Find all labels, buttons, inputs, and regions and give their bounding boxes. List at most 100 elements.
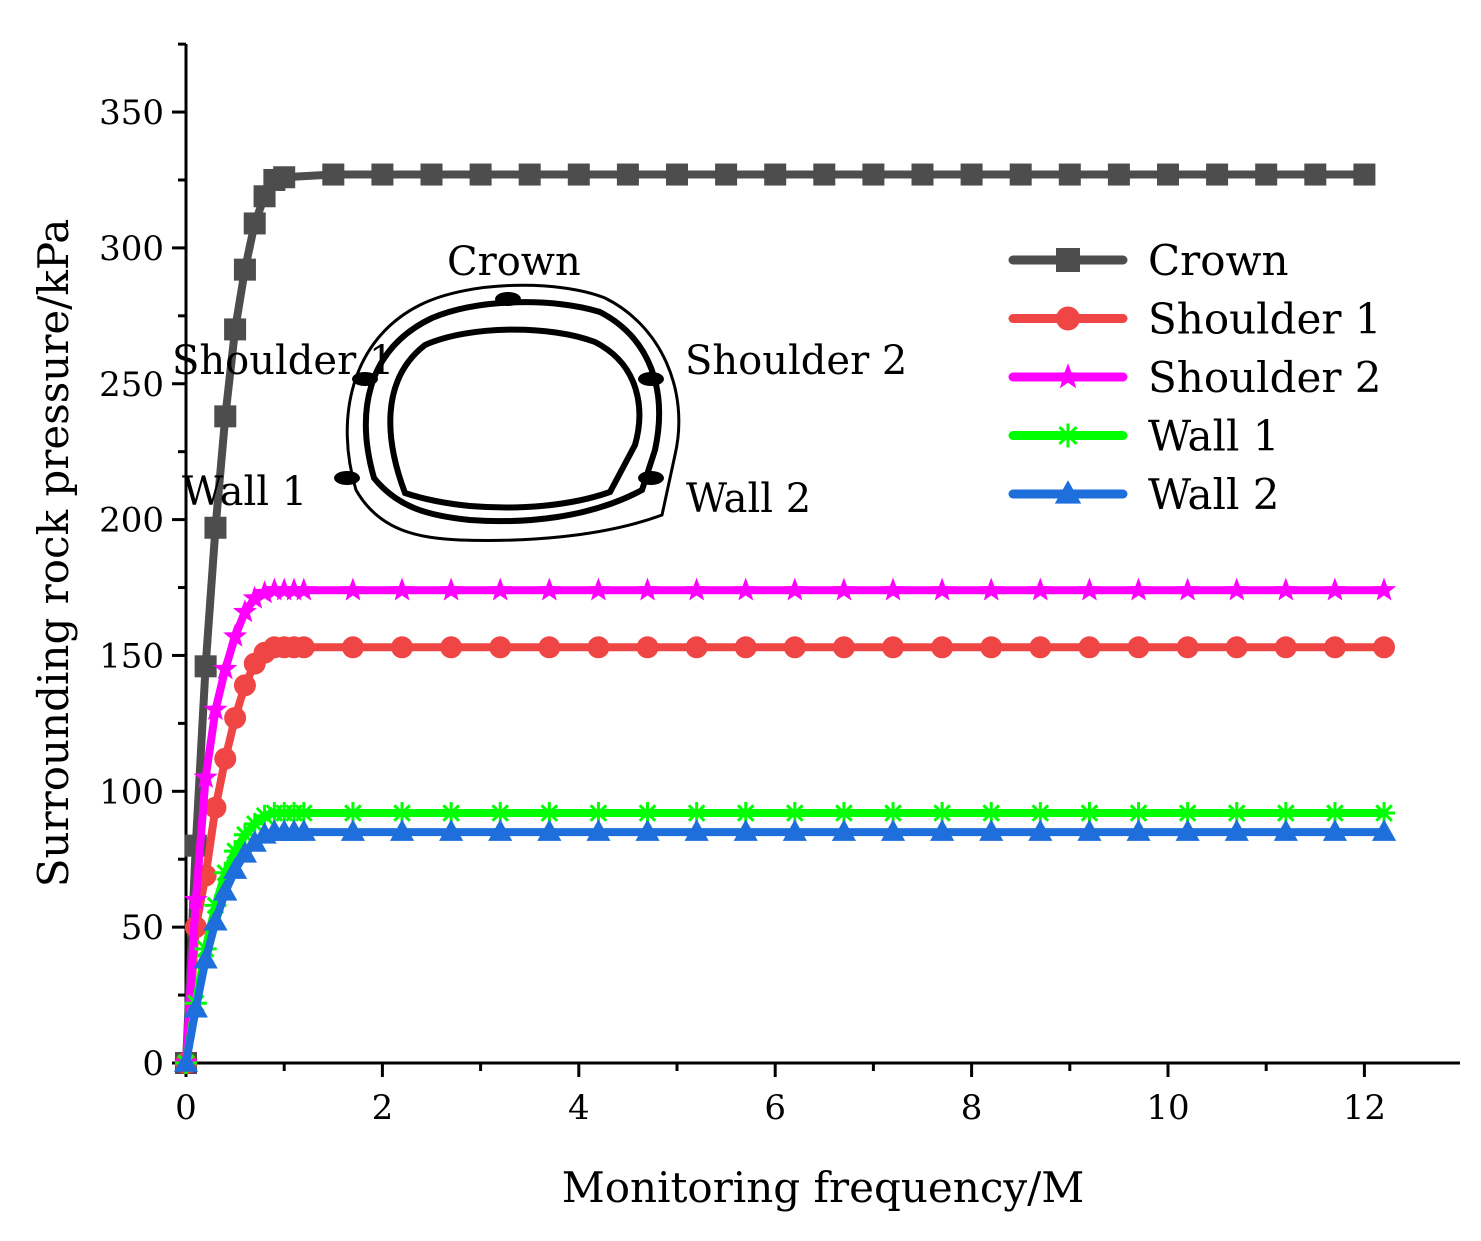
asterisk-stroke [786,804,804,822]
data-point [586,577,611,601]
data-point [213,879,238,901]
asterisk-stroke [491,804,510,822]
data-point [931,802,954,825]
data-point [272,577,297,601]
data-point [1127,636,1150,659]
data-point [420,163,443,186]
annotation-wall-1: Wall 1 [182,469,307,515]
data-point [1273,577,1298,601]
data-point [880,819,906,841]
data-point [291,819,316,841]
y-tick-label: 350 [99,93,164,133]
data-point [831,819,857,841]
legend-marker [1054,363,1082,389]
asterisk-stroke [1277,804,1295,822]
y-tick-label: 50 [121,908,164,948]
data-point [979,819,1004,841]
data-point [684,819,709,841]
series-line [182,586,1388,1067]
legend-label: Wall 2 [1148,470,1280,519]
data-point [204,516,227,539]
data-point [204,796,227,819]
series-wall-2 [173,819,1397,1072]
data-point [733,577,758,601]
asterisk-stroke [442,804,460,822]
data-point [635,819,660,841]
asterisk-stroke [638,804,657,822]
data-point [930,577,955,601]
series-shoulder-1 [175,636,1396,1074]
annotation-crown: Crown [447,239,581,285]
x-tick-label: 10 [1146,1088,1189,1128]
legend-marker [1056,306,1080,331]
legend-item: Shoulder 1 [1008,295,1381,344]
data-point [214,405,237,428]
data-point [193,765,218,788]
data-point [223,857,248,879]
data-point [1322,819,1348,841]
legend-item: Wall 2 [1008,470,1280,519]
y-tick-label: 200 [99,501,164,541]
data-point [341,636,364,659]
data-point [832,802,855,825]
data-point [193,947,218,969]
data-point [232,841,258,863]
data-point [233,258,256,281]
data-point [684,577,709,601]
data-point [1304,163,1327,186]
legend: Crown Shoulder 1 Shoulder 2 Wall 1 Wall 2 [1008,236,1381,519]
asterisk-stroke [687,804,706,822]
data-point [262,577,287,601]
data-point [538,636,561,659]
data-point [489,636,512,659]
data-point [537,819,562,841]
legend-item: Shoulder 2 [1008,353,1381,402]
data-point [1176,636,1199,659]
legend-label: Shoulder 1 [1148,295,1381,344]
series-line [182,828,1388,1067]
data-point [1058,163,1081,186]
asterisk-stroke [540,804,559,822]
data-point [1373,636,1396,659]
data-point [960,163,983,186]
data-point [587,802,610,825]
data-point [213,656,238,680]
legend-item: Wall 1 [1008,412,1280,461]
tunnel-inner-lining [387,326,643,511]
annotation-shoulder-2: Shoulder 2 [685,338,907,384]
data-point [203,909,228,931]
data-point [469,163,492,186]
data-point [783,636,806,659]
data-point [194,655,217,678]
monitoring-point-wall-2 [638,471,664,485]
legend-marker [1056,248,1080,272]
asterisk-stroke [1058,425,1078,446]
data-point [183,996,208,1018]
data-point [1107,163,1130,186]
data-point [292,636,315,659]
data-point [1322,577,1347,601]
asterisk-stroke [1227,804,1246,822]
data-point [764,163,787,186]
asterisk-stroke [933,804,951,822]
data-point [488,819,513,841]
data-point [488,577,513,601]
asterisk-stroke [1031,804,1050,822]
data-point [203,697,228,720]
monitoring-point-wall-1 [334,471,360,485]
data-point [223,623,248,647]
data-point [911,163,934,186]
series-layer [173,163,1397,1074]
asterisk-stroke [1375,804,1393,822]
legend-item: Crown [1008,236,1289,285]
data-point [224,318,247,341]
data-point [782,577,807,601]
series-crown [175,163,1376,1074]
y-tick-label: 150 [99,636,164,676]
axes: 0 50 100 150 200 250 300 350 0 2 4 6 8 10 12 Monitoring… [29,42,1460,1212]
data-point [518,163,541,186]
data-point [636,802,659,825]
data-point [733,819,758,841]
data-point [931,636,954,659]
data-point [1175,819,1200,841]
